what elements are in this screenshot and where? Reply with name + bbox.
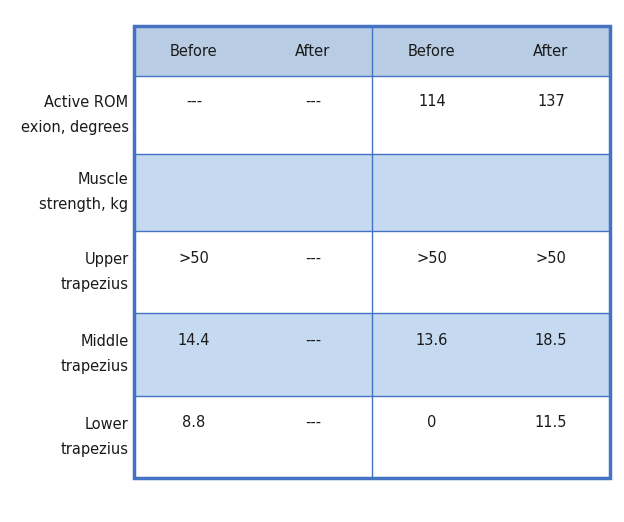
Text: Before: Before xyxy=(408,43,456,58)
Text: Muscle: Muscle xyxy=(78,172,129,187)
Bar xyxy=(134,153,610,231)
Text: ---: --- xyxy=(305,94,321,109)
Text: After: After xyxy=(534,43,568,58)
Text: ---: --- xyxy=(186,94,202,109)
Text: >50: >50 xyxy=(535,251,567,266)
Text: 11.5: 11.5 xyxy=(535,415,567,430)
Text: After: After xyxy=(295,43,331,58)
Bar xyxy=(134,396,610,478)
Text: 13.6: 13.6 xyxy=(416,333,448,348)
Text: Lower: Lower xyxy=(85,417,129,432)
Text: >50: >50 xyxy=(416,251,447,266)
Text: Upper: Upper xyxy=(84,252,129,267)
Text: ---: --- xyxy=(305,333,321,348)
Text: 14.4: 14.4 xyxy=(178,333,210,348)
Text: Middle: Middle xyxy=(80,334,129,349)
Text: 8.8: 8.8 xyxy=(182,415,205,430)
Text: Active ROM: Active ROM xyxy=(44,95,129,110)
Bar xyxy=(134,26,610,478)
Text: Before: Before xyxy=(170,43,218,58)
Text: 0: 0 xyxy=(427,415,437,430)
Text: trapezius: trapezius xyxy=(61,277,129,292)
Text: 114: 114 xyxy=(418,94,446,109)
Bar xyxy=(134,26,610,76)
Text: 18.5: 18.5 xyxy=(535,333,567,348)
Text: ---: --- xyxy=(305,251,321,266)
Bar xyxy=(134,231,610,313)
Text: trapezius: trapezius xyxy=(61,360,129,374)
Text: strength, kg: strength, kg xyxy=(39,197,129,212)
Text: trapezius: trapezius xyxy=(61,442,129,457)
Text: ---: --- xyxy=(305,415,321,430)
Text: 137: 137 xyxy=(537,94,565,109)
Text: >50: >50 xyxy=(178,251,209,266)
Bar xyxy=(134,313,610,396)
Text: exion, degrees: exion, degrees xyxy=(21,120,129,135)
Bar xyxy=(134,76,610,153)
